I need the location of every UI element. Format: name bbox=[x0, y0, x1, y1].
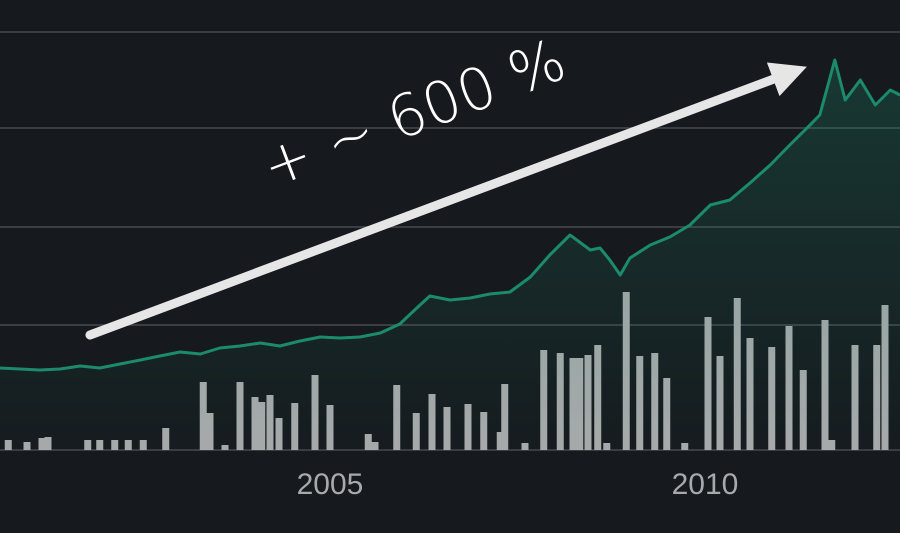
x-tick-label: 2010 bbox=[672, 468, 739, 501]
price-area bbox=[0, 60, 900, 450]
price-line bbox=[0, 58, 900, 372]
trend-arrow bbox=[85, 62, 807, 340]
x-tick-label: 2005 bbox=[297, 468, 364, 501]
